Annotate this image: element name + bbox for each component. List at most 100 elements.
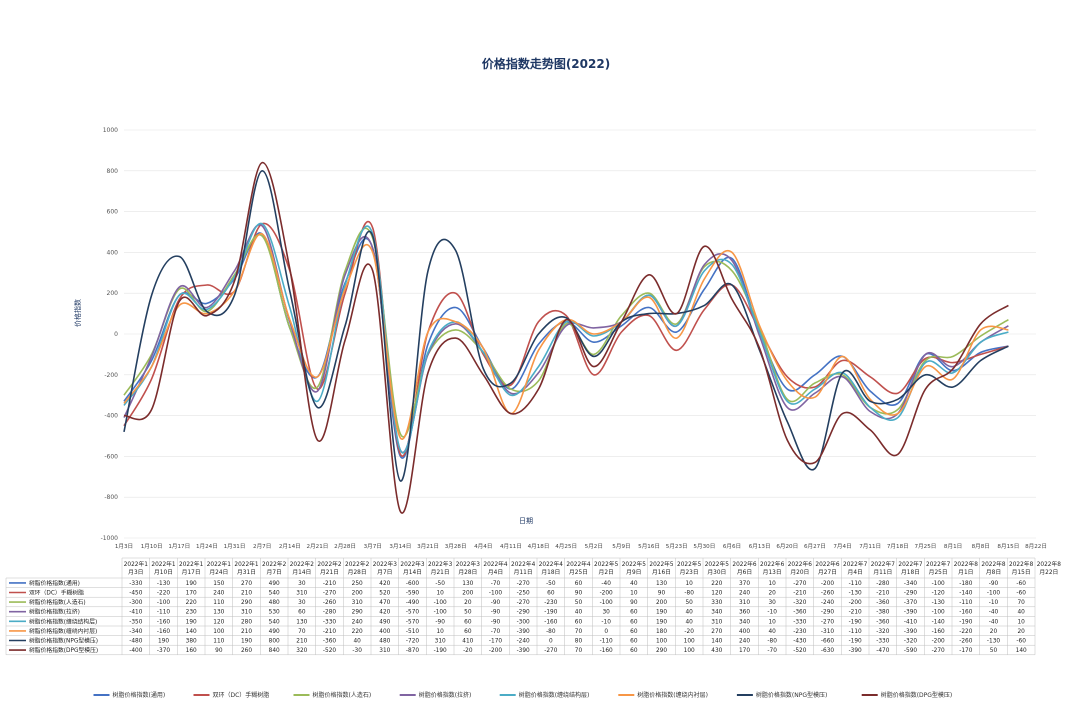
table-cell: -370 <box>904 600 917 606</box>
table-cell: -310 <box>821 629 834 635</box>
legend-entry: 树脂价格指数(拉挤) <box>419 691 472 699</box>
table-header-line: 2022年2 <box>290 560 315 568</box>
table-cell: -10 <box>601 619 611 625</box>
table-cell: 170 <box>186 591 197 597</box>
legend-entry: 双环（DC）手糊树脂 <box>213 691 270 699</box>
legend-entry: 树脂价格指数(人造石) <box>313 691 372 699</box>
table-header-line: 2022年6 <box>815 560 840 568</box>
table-cell: -30 <box>352 648 362 654</box>
table-cell: -390 <box>849 648 862 654</box>
y-tick-label: 600 <box>107 209 119 216</box>
table-header-line: 2022年4 <box>566 560 591 568</box>
table-cell: 220 <box>186 600 197 606</box>
table-cell: -130 <box>987 639 1000 645</box>
table-cell: -90 <box>491 610 501 616</box>
legend-entry: 树脂价格指数(缠绕结构层) <box>519 691 590 699</box>
table-cell: -360 <box>793 610 806 616</box>
table-cell: -20 <box>463 648 473 654</box>
table-header-line: 2022年7 <box>926 560 951 568</box>
table-cell: 340 <box>711 610 722 616</box>
y-tick-label: -400 <box>104 413 118 420</box>
table-header-line: 2022年3 <box>428 560 453 568</box>
x-tick-label: 5月30日 <box>693 543 715 550</box>
table-cell: 290 <box>352 610 363 616</box>
table-header-line: 2022年8 <box>1037 560 1062 568</box>
table-cell: -200 <box>932 639 945 645</box>
table-cell: -270 <box>323 591 336 597</box>
table-cell: 20 <box>768 591 776 597</box>
table-cell: 110 <box>213 639 224 645</box>
table-cell: -260 <box>323 600 336 606</box>
data-table: 2022年1月3日2022年1月10日2022年1月17日2022年1月24日2… <box>5 557 1062 656</box>
table-cell: -100 <box>157 600 170 606</box>
table-cell: -410 <box>904 619 917 625</box>
table-header-line: 2022年3 <box>400 560 425 568</box>
y-tick-label: 200 <box>107 290 119 297</box>
table-cell: -110 <box>959 600 972 606</box>
table-header-line: 月4日 <box>488 569 503 576</box>
table-cell: -360 <box>876 600 889 606</box>
table-header-line: 月2日 <box>599 569 614 576</box>
table-cell: -200 <box>849 600 862 606</box>
table-cell: 270 <box>241 581 252 587</box>
table-header-line: 2022年4 <box>539 560 564 568</box>
table-cell: 490 <box>269 581 280 587</box>
legend-entry: 树脂价格指数(DPG型模压) <box>881 691 953 699</box>
table-cell: -250 <box>517 591 530 597</box>
table-cell: -210 <box>793 591 806 597</box>
table-cell: 90 <box>575 591 583 597</box>
table-header-line: 月28日 <box>458 569 477 576</box>
legend-entry: 树脂价格指数(缠绕内衬层) <box>637 691 708 699</box>
y-tick-label: -800 <box>104 494 118 501</box>
table-cell: 480 <box>379 639 390 645</box>
table-cell: -470 <box>876 648 889 654</box>
table-cell: -360 <box>323 639 336 645</box>
x-tick-label: 8月1日 <box>944 543 962 550</box>
table-cell: -240 <box>821 600 834 606</box>
table-cell: -270 <box>517 581 530 587</box>
table-cell: 40 <box>353 639 361 645</box>
table-cell: -160 <box>157 629 170 635</box>
table-cell: -80 <box>684 591 694 597</box>
x-tick-label: 5月9日 <box>612 543 630 550</box>
table-header-line: 2022年4 <box>483 560 508 568</box>
table-cell: 240 <box>739 639 750 645</box>
table-cell: -190 <box>849 639 862 645</box>
table-header-line: 2022年8 <box>1009 560 1034 568</box>
series-line <box>123 220 1009 457</box>
x-tick-label: 3月21日 <box>417 543 439 550</box>
table-cell: 470 <box>379 600 390 606</box>
table-cell: -160 <box>600 648 613 654</box>
table-cell: -170 <box>489 639 502 645</box>
table-cell: 310 <box>296 591 307 597</box>
table-row-label: 树脂价格指数(人造石) <box>29 598 86 606</box>
table-cell: -600 <box>406 581 419 587</box>
table-cell: 10 <box>630 591 638 597</box>
x-tick-label: 3月28日 <box>445 543 467 550</box>
table-cell: 60 <box>464 619 472 625</box>
table-cell: -200 <box>821 581 834 587</box>
table-cell: -290 <box>517 610 530 616</box>
table-cell: -190 <box>959 619 972 625</box>
x-tick-label: 7月11日 <box>859 543 881 550</box>
table-header-line: 2022年5 <box>594 560 619 568</box>
x-axis-label: 日期 <box>519 517 533 525</box>
table-cell: -590 <box>406 591 419 597</box>
table-cell: 360 <box>739 610 750 616</box>
table-cell: 320 <box>296 648 307 654</box>
grid-lines <box>124 129 1036 539</box>
table-header-line: 月21日 <box>320 569 339 576</box>
table-cell: 60 <box>630 610 638 616</box>
series-line <box>123 169 1009 482</box>
table-cell: 310 <box>352 600 363 606</box>
table-header-line: 月25日 <box>929 569 948 576</box>
table-cell: -180 <box>959 581 972 587</box>
table-row-label: 树脂价格指数(缠绕内衬层) <box>29 627 97 635</box>
table-cell: 190 <box>656 619 667 625</box>
table-header-line: 月18日 <box>901 569 920 576</box>
table-cell: 290 <box>656 648 667 654</box>
table-cell: 80 <box>575 639 583 645</box>
table-cell: -270 <box>544 648 557 654</box>
table-cell: 540 <box>269 591 280 597</box>
